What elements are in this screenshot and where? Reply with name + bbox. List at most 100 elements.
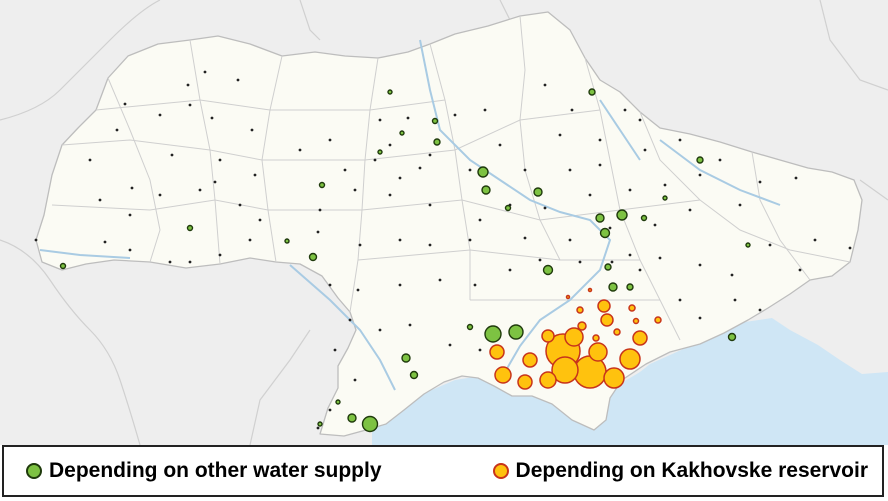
- town-dot: [643, 148, 647, 152]
- town-dot: [473, 283, 477, 287]
- green-marker: [626, 283, 634, 291]
- town-dot: [663, 183, 667, 187]
- town-dot: [483, 108, 487, 112]
- town-dot: [418, 166, 422, 170]
- green-marker: [347, 413, 357, 423]
- town-dot: [343, 168, 347, 172]
- town-dot: [523, 168, 527, 172]
- town-dot: [353, 378, 357, 382]
- green-marker: [401, 353, 411, 363]
- town-dot: [653, 223, 657, 227]
- orange-marker: [564, 327, 584, 347]
- orange-marker: [632, 330, 648, 346]
- town-dot: [508, 268, 512, 272]
- orange-marker: [539, 371, 557, 389]
- town-dot: [188, 260, 192, 264]
- orange-marker: [565, 294, 571, 300]
- town-dot: [408, 323, 412, 327]
- orange-marker: [588, 342, 608, 362]
- town-dot: [328, 408, 332, 412]
- ukraine-territory: [35, 11, 863, 437]
- town-dot: [538, 258, 542, 262]
- town-dot: [688, 208, 692, 212]
- town-dot: [730, 273, 734, 277]
- town-dot: [103, 240, 107, 244]
- town-dot: [718, 158, 722, 162]
- town-dot: [678, 138, 682, 142]
- green-marker: [508, 324, 524, 340]
- town-dot: [238, 203, 242, 207]
- orange-marker: [632, 317, 640, 325]
- town-dot: [578, 260, 582, 264]
- town-dot: [628, 253, 632, 257]
- town-dot: [373, 158, 377, 162]
- orange-marker: [551, 356, 579, 384]
- orange-marker: [654, 316, 662, 324]
- town-dot: [623, 108, 627, 112]
- green-marker: [604, 263, 612, 271]
- town-dot: [378, 118, 382, 122]
- green-marker: [466, 323, 474, 331]
- green-marker: [318, 181, 326, 189]
- town-dot: [98, 198, 102, 202]
- town-dot: [353, 188, 357, 192]
- orange-marker: [576, 306, 584, 314]
- town-dot: [608, 226, 612, 230]
- orange-marker: [541, 329, 555, 343]
- green-marker: [727, 332, 737, 342]
- green-marker: [317, 421, 323, 427]
- town-dot: [258, 218, 262, 222]
- town-dot: [213, 180, 217, 184]
- orange-circle-icon: [492, 463, 509, 479]
- green-marker: [745, 242, 751, 248]
- town-dot: [610, 260, 614, 264]
- town-dot: [733, 298, 737, 302]
- town-dot: [398, 176, 402, 180]
- town-dot: [813, 238, 817, 242]
- green-marker: [308, 252, 318, 262]
- town-dot: [678, 298, 682, 302]
- town-dot: [568, 238, 572, 242]
- green-marker: [588, 88, 596, 96]
- town-dot: [203, 70, 207, 74]
- town-dot: [438, 278, 442, 282]
- town-dot: [523, 236, 527, 240]
- town-dot: [188, 103, 192, 107]
- orange-marker: [603, 367, 625, 389]
- town-dot: [333, 348, 337, 352]
- legend-label-other-supply: Depending on other water supply: [49, 459, 382, 482]
- town-dot: [356, 288, 360, 292]
- town-dot: [316, 230, 320, 234]
- town-dot: [236, 78, 240, 82]
- azov-sea: [615, 322, 790, 392]
- oblast-borders: [51, 15, 851, 341]
- green-marker: [335, 399, 341, 405]
- town-dot: [348, 318, 352, 322]
- town-dot: [328, 283, 332, 287]
- town-dot: [568, 168, 572, 172]
- green-marker: [361, 415, 379, 433]
- green-marker: [599, 227, 611, 239]
- orange-marker: [628, 304, 636, 312]
- orange-marker: [600, 313, 614, 327]
- town-dot: [428, 243, 432, 247]
- green-marker: [640, 214, 648, 222]
- town-dot: [468, 238, 472, 242]
- town-dot: [168, 260, 172, 264]
- legend: Depending on other water supply Dependin…: [2, 445, 884, 497]
- green-marker: [696, 156, 704, 164]
- town-dot: [115, 128, 119, 132]
- town-dot: [318, 208, 322, 212]
- town-dot: [210, 116, 214, 120]
- town-dot: [588, 193, 592, 197]
- town-dot: [218, 158, 222, 162]
- town-dot: [570, 108, 574, 112]
- town-dot: [453, 113, 457, 117]
- orange-marker: [517, 374, 533, 390]
- town-dot: [398, 283, 402, 287]
- town-dot: [478, 218, 482, 222]
- town-dot: [158, 113, 162, 117]
- town-dot: [428, 203, 432, 207]
- town-dot: [698, 316, 702, 320]
- town-dot: [428, 153, 432, 157]
